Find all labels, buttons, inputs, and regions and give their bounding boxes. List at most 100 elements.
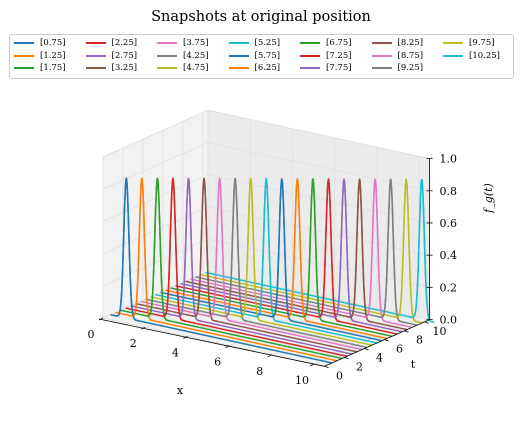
x-tick-label: 10	[295, 374, 309, 387]
legend-label: [1.75]	[40, 63, 66, 73]
legend-label: [3.25]	[111, 63, 138, 73]
series-peak	[362, 178, 389, 323]
x-tick-label: 8	[256, 365, 263, 378]
series-line	[170, 180, 393, 338]
t-tick-label: 8	[416, 334, 423, 347]
legend-swatch	[14, 67, 34, 69]
legend-swatch	[14, 42, 34, 44]
x-tick-label: 2	[130, 337, 137, 350]
legend-label: [8.25]	[397, 38, 424, 48]
t-tick	[344, 357, 349, 360]
legend-swatch	[371, 67, 392, 69]
legend-label: [6.25]	[254, 63, 281, 73]
series-line	[175, 178, 398, 335]
x-tick	[98, 317, 104, 321]
legend-swatch	[85, 54, 106, 57]
legend-swatch	[300, 42, 320, 44]
grid-line	[142, 299, 365, 349]
legend-swatch	[85, 67, 106, 69]
series-peak	[377, 178, 404, 323]
legend-label: [10.25]	[469, 50, 500, 61]
x-tick-label: 0	[88, 328, 95, 341]
legend-label: [4.25]	[183, 50, 209, 61]
z-tick-label: 1.0	[440, 153, 458, 166]
legend-swatch	[371, 42, 392, 44]
series-peak	[175, 177, 202, 322]
t-tick-label: 10	[433, 325, 447, 338]
legend-swatch	[228, 42, 249, 44]
legend-label: [3.75]	[183, 38, 209, 48]
t-tick-label: 2	[356, 360, 363, 373]
series-line	[140, 179, 363, 351]
legend-swatch	[228, 67, 249, 69]
series-line	[205, 179, 428, 319]
t-tick-label: 4	[376, 352, 383, 365]
legend-label: [2.75]	[111, 50, 138, 61]
series-peak	[330, 178, 358, 323]
legend-swatch	[443, 42, 463, 44]
series-peak	[222, 177, 249, 323]
legend-label: [5.25]	[254, 38, 281, 48]
grid-line	[102, 174, 430, 224]
legend-label: [7.25]	[326, 50, 352, 61]
t-axis-line	[324, 319, 430, 367]
y-axis-label: t	[411, 358, 416, 371]
series-peak	[237, 177, 264, 323]
series-line	[110, 178, 333, 364]
legend-swatch	[371, 54, 392, 57]
series-peak	[299, 178, 327, 323]
legend-swatch	[157, 67, 177, 69]
peak-series-lines	[113, 177, 435, 324]
x-axis-label: x	[177, 384, 184, 397]
x-tick-label: 4	[172, 346, 179, 359]
series-peak	[315, 178, 342, 323]
z-tick-label: 0.0	[440, 314, 458, 327]
chart-title: Snapshots at original position	[151, 9, 371, 25]
series-peak	[346, 178, 373, 323]
grid-line	[102, 109, 430, 159]
legend-label: [1.25]	[40, 50, 66, 61]
legend-swatch	[300, 54, 320, 57]
series-line	[130, 179, 353, 355]
series-peak	[408, 178, 435, 324]
grid-line	[182, 282, 405, 332]
series-peak	[393, 178, 420, 323]
x-tick-label: 6	[214, 356, 221, 369]
legend-swatch	[443, 54, 463, 57]
x-tick	[183, 336, 188, 339]
t-tick	[364, 348, 369, 351]
t-tick-label: 0	[336, 369, 343, 382]
series-peak	[159, 177, 187, 322]
series-peak	[253, 177, 280, 323]
series-line	[165, 178, 388, 340]
legend-swatch	[228, 54, 249, 57]
series-peak	[268, 178, 295, 323]
legend-label: [0.75]	[40, 38, 66, 48]
x-tick	[267, 354, 272, 358]
series-peak	[190, 177, 218, 322]
t-tick-label: 6	[396, 343, 403, 356]
t-tick	[424, 321, 429, 324]
grid-line	[102, 206, 430, 256]
x-tick	[141, 326, 146, 330]
t-tick	[324, 365, 329, 369]
t-tick	[384, 339, 389, 342]
series-line	[135, 177, 358, 353]
z-tick-label: 0.6	[440, 217, 458, 230]
x-tick	[225, 345, 230, 348]
legend-label: [7.75]	[326, 63, 352, 73]
x-tick	[309, 363, 315, 367]
series-peak	[113, 177, 140, 322]
x-axis-line	[98, 318, 325, 367]
grid-line	[122, 308, 345, 358]
legend-label: [4.75]	[183, 63, 209, 73]
z-axis-label: f_g(t)	[482, 183, 495, 214]
legend-swatch	[300, 67, 320, 69]
series-line	[200, 179, 423, 324]
z-tick-label: 0.4	[440, 249, 458, 262]
legend-label: [9.75]	[469, 38, 495, 48]
z-tick-label: 0.2	[440, 281, 458, 294]
legend-label: [5.75]	[254, 50, 281, 61]
